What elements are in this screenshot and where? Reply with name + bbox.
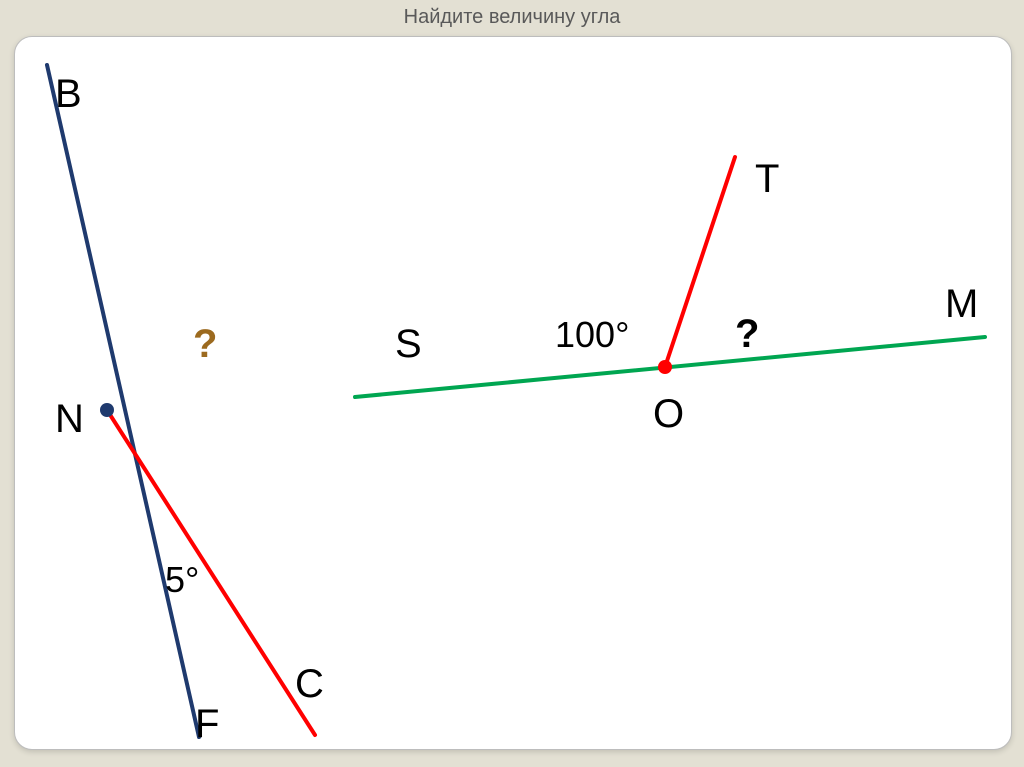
label-C: C — [295, 662, 324, 706]
angle-100: 100° — [555, 314, 629, 355]
point-O — [658, 360, 672, 374]
diagram-svg: B N F C 5°? S O M T 100°? — [15, 37, 1011, 749]
label-O: O — [653, 392, 684, 436]
diagram-panel: B N F C 5°? S O M T 100°? — [14, 36, 1012, 750]
label-F: F — [195, 702, 219, 746]
question-right: ? — [735, 312, 759, 356]
label-B: B — [55, 72, 82, 116]
angle-5: 5° — [165, 559, 199, 600]
label-M: M — [945, 282, 978, 326]
line-NC — [107, 410, 315, 735]
question-left: ? — [193, 322, 217, 366]
line-OT — [665, 157, 735, 367]
page-title: Найдите величину угла — [0, 0, 1024, 29]
label-N: N — [55, 397, 84, 441]
label-T: T — [755, 157, 779, 201]
label-S: S — [395, 322, 422, 366]
point-N — [100, 403, 114, 417]
